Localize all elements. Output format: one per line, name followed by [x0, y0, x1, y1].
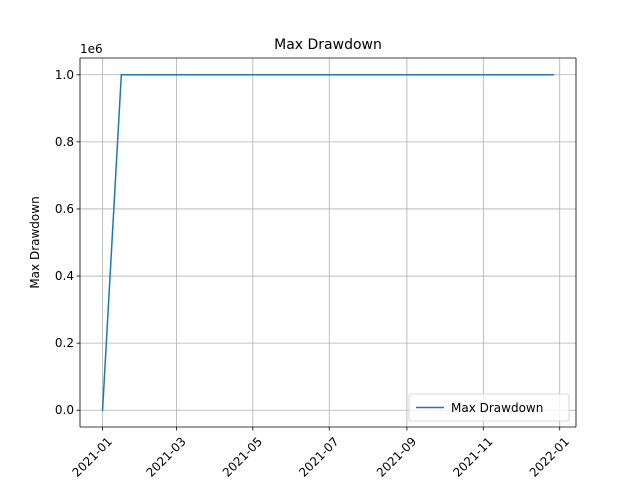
axes-frame	[79, 57, 577, 428]
series-layer	[101, 74, 555, 411]
y-tick-label: 0.0	[55, 403, 74, 417]
y-tick-label: 1.0	[55, 68, 74, 82]
plot-area	[79, 57, 577, 428]
y-axis-label: Max Drawdown	[28, 196, 42, 288]
plot-background	[80, 58, 576, 427]
y-axis: 0.0 0.2 0.4 0.6 0.8 1.0	[55, 68, 80, 417]
y-offset-label: 1e6	[80, 42, 103, 56]
legend-box	[408, 393, 570, 422]
y-tick-label: 0.6	[55, 202, 74, 216]
data-point	[101, 409, 104, 411]
legend-label: Max Drawdown	[451, 401, 543, 415]
y-tick-label: 0.8	[55, 135, 74, 149]
y-tick-label: 0.2	[55, 336, 74, 350]
data-point	[120, 74, 123, 76]
chart-title: Max Drawdown	[274, 37, 382, 53]
grid-lines	[80, 58, 576, 427]
data-point	[552, 74, 555, 76]
y-tick-label: 0.4	[55, 269, 74, 283]
legend: Max Drawdown	[408, 393, 570, 422]
